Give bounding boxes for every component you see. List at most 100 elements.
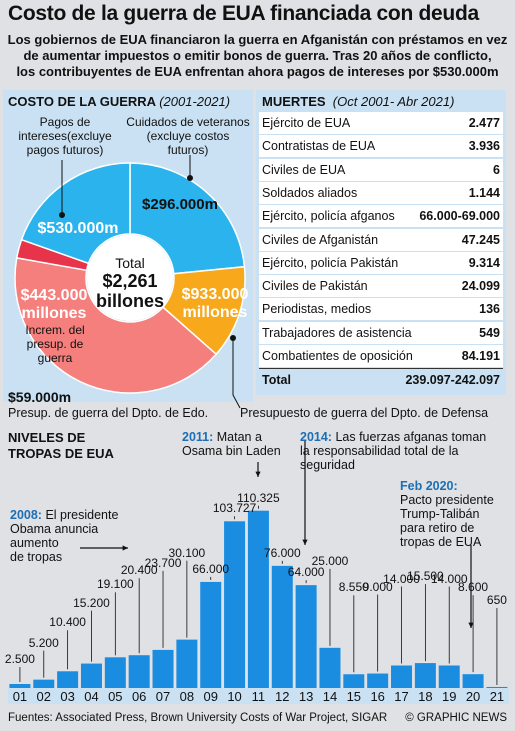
troop-bar bbox=[462, 674, 484, 688]
troop-bar bbox=[343, 674, 365, 688]
year-tick-label: 16 bbox=[370, 689, 385, 704]
bar-value-label: 10.400 bbox=[49, 615, 86, 630]
troops-heading: NIVELES DE TROPAS DE EUA bbox=[8, 430, 114, 461]
pie-slice-0 bbox=[129, 162, 246, 275]
interest-leader-dot bbox=[59, 212, 65, 218]
year-tick-label: 11 bbox=[251, 689, 266, 704]
deaths-row-label: Trabajadores de asistencia bbox=[262, 325, 412, 340]
deaths-heading: MUERTES (Oct 2001- Abr 2021) bbox=[262, 94, 455, 109]
interest-label: Pagos de intereses(excluye pagos futuros… bbox=[18, 115, 112, 157]
defense-leader-dot bbox=[230, 335, 236, 341]
year-tick-label: 13 bbox=[298, 689, 314, 704]
pie-center bbox=[87, 235, 173, 321]
deaths-row-label: Civiles de Afganistán bbox=[262, 232, 379, 247]
deaths-row-value: 549 bbox=[479, 325, 500, 340]
veterans-leader-dot bbox=[187, 175, 193, 181]
troop-bar bbox=[152, 649, 174, 688]
bar-value-label: 66.000 bbox=[192, 561, 230, 576]
year-tick-label: 05 bbox=[108, 689, 123, 704]
troop-bar bbox=[247, 510, 269, 688]
bar-value-label: 650 bbox=[486, 592, 507, 607]
deaths-row: Ejército de EUA 2.477 bbox=[259, 112, 503, 134]
deaths-row: Civiles de EUA 6 bbox=[259, 158, 503, 181]
bar-value-label: 30.100 bbox=[168, 545, 206, 560]
bar-value-label: 110.325 bbox=[237, 490, 280, 505]
deaths-row: Trabajadores de asistencia 549 bbox=[259, 321, 503, 344]
state-value: $443.000 millones bbox=[20, 287, 88, 322]
year-tick-label: 04 bbox=[84, 689, 99, 704]
year-tick-label: 09 bbox=[203, 689, 218, 704]
deaths-row-label: Ejército, policía afganos bbox=[262, 209, 395, 224]
arrow-2020-head bbox=[468, 622, 474, 628]
bar-value-label: 20.400 bbox=[120, 563, 158, 578]
state-label: Increm. del presup. de guerra bbox=[25, 323, 85, 365]
bar-value-label: 14.000 bbox=[383, 571, 420, 586]
overseas-budget-label: Presup. de guerra del Dpto. de Edo. bbox=[8, 406, 209, 420]
total-label: Total bbox=[115, 255, 145, 271]
year-tick-label: 14 bbox=[322, 689, 338, 704]
deaths-row-label: Combatientes de oposición bbox=[262, 349, 413, 363]
sources: Fuentes: Associated Press, Brown Univers… bbox=[8, 712, 388, 724]
credit: © GRAPHIC NEWS bbox=[405, 712, 507, 724]
troop-bar bbox=[200, 581, 222, 688]
troop-bar bbox=[176, 639, 198, 688]
bar-value-label: 76.000 bbox=[263, 545, 301, 560]
troop-bar bbox=[486, 686, 508, 688]
deaths-row-value: 136 bbox=[479, 302, 500, 317]
troop-bar bbox=[319, 647, 341, 688]
troop-bar bbox=[104, 657, 126, 688]
deaths-row: Civiles de Pakistán 24.099 bbox=[259, 275, 503, 298]
year-tick-label: 15 bbox=[346, 689, 362, 704]
bar-value-label: 2.500 bbox=[4, 651, 35, 666]
year-tick-label: 17 bbox=[394, 689, 409, 704]
deaths-row-label: Ejército de EUA bbox=[262, 116, 351, 130]
troop-bar bbox=[391, 665, 413, 688]
annotation-2008: 2008: El presidente Obama anuncia aument… bbox=[10, 508, 119, 564]
deaths-row: Soldados aliados 1.144 bbox=[259, 181, 503, 204]
troop-bar bbox=[295, 585, 317, 688]
x-axis-band bbox=[8, 688, 509, 704]
arrow-2008-head bbox=[122, 545, 128, 551]
troop-bar bbox=[367, 673, 389, 688]
deaths-row-label: Soldados aliados bbox=[262, 185, 358, 200]
overseas-value: $59.000m bbox=[8, 389, 72, 405]
deaths-row: Periodistas, medios 136 bbox=[259, 298, 503, 321]
year-tick-label: 12 bbox=[275, 689, 290, 704]
troop-bar bbox=[9, 683, 31, 688]
year-tick-label: 07 bbox=[155, 689, 171, 704]
cost-heading: COSTO DE LA GUERRA (2001-2021) bbox=[8, 94, 231, 109]
bar-value-label: 9.000 bbox=[362, 579, 393, 594]
deaths-row-value: 1.144 bbox=[468, 185, 500, 200]
bar-value-label: 23.700 bbox=[144, 555, 182, 570]
subtitle: Los gobiernos de EUA financiaron la guer… bbox=[7, 32, 508, 79]
bar-value-label: 8.600 bbox=[458, 580, 489, 595]
deaths-row-value: 66.000-69.000 bbox=[419, 209, 500, 224]
bar-value-label: 25.000 bbox=[311, 553, 349, 568]
deaths-row-value: 84.191 bbox=[461, 349, 500, 363]
deaths-row-value: 9.314 bbox=[468, 255, 500, 270]
year-tick-label: 18 bbox=[418, 689, 433, 704]
troop-bar bbox=[80, 663, 102, 688]
veterans-value: $296.000m bbox=[142, 196, 218, 213]
deaths-row-label: Contratistas de EUA bbox=[262, 139, 376, 154]
defense-budget-label: Presupuesto de guerra del Dpto. de Defen… bbox=[240, 406, 489, 420]
deaths-row-label: Civiles de Pakistán bbox=[262, 279, 368, 294]
total-value: $2,261 billones bbox=[95, 271, 164, 311]
annotation-2014: 2014: Las fuerzas afganas toman la respo… bbox=[300, 430, 487, 472]
annotation-2020: Feb 2020: Pacto presidente Trump-Talibán… bbox=[400, 479, 494, 549]
year-tick-label: 08 bbox=[179, 689, 195, 704]
bar-value-label: 103.727 bbox=[212, 501, 257, 516]
deaths-row: Total 239.097-242.097 bbox=[259, 368, 503, 391]
deaths-row: Contratistas de EUA 3.936 bbox=[259, 135, 503, 158]
year-tick-label: 20 bbox=[465, 689, 481, 704]
deaths-row: Ejército, policía afganos 66.000-69.000 bbox=[259, 205, 503, 228]
troop-bar bbox=[128, 655, 150, 688]
bar-value-label: 5.200 bbox=[28, 635, 59, 650]
year-tick-label: 19 bbox=[441, 689, 457, 704]
deaths-row-value: 6 bbox=[493, 162, 500, 177]
deaths-row-value: 2.477 bbox=[468, 116, 500, 130]
pie-slice-4 bbox=[20, 162, 131, 265]
pie-slice-2 bbox=[14, 257, 218, 394]
